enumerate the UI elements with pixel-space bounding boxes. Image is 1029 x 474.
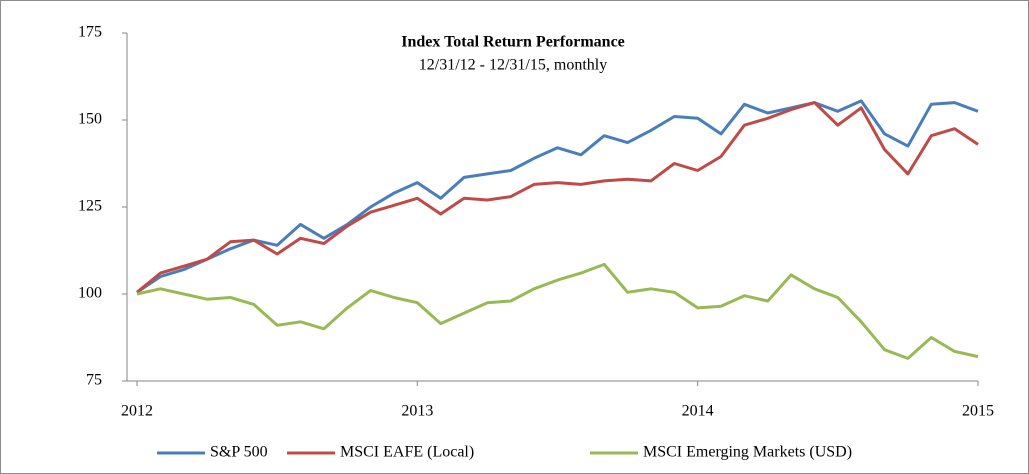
y-tick-label: 75: [86, 372, 102, 389]
x-tick-label: 2012: [121, 403, 153, 420]
legend-label: MSCI EAFE (Local): [340, 444, 474, 461]
legend-label: S&P 500: [210, 444, 268, 461]
y-tick-label: 175: [78, 24, 102, 41]
y-tick-label: 100: [78, 285, 102, 302]
legend-label: MSCI Emerging Markets (USD): [643, 444, 852, 461]
y-tick-label: 125: [78, 198, 102, 215]
series-line: [136, 262, 979, 360]
x-tick-label: 2014: [682, 403, 714, 420]
x-tick-label: 2013: [401, 403, 433, 420]
series-line: [136, 99, 979, 294]
chart-subtitle: 12/31/12 - 12/31/15, monthly: [419, 57, 607, 74]
y-tick-label: 150: [78, 111, 102, 128]
chart-title: Index Total Return Performance: [401, 34, 625, 51]
series-line: [136, 101, 979, 294]
x-tick-label: 2015: [962, 403, 994, 420]
